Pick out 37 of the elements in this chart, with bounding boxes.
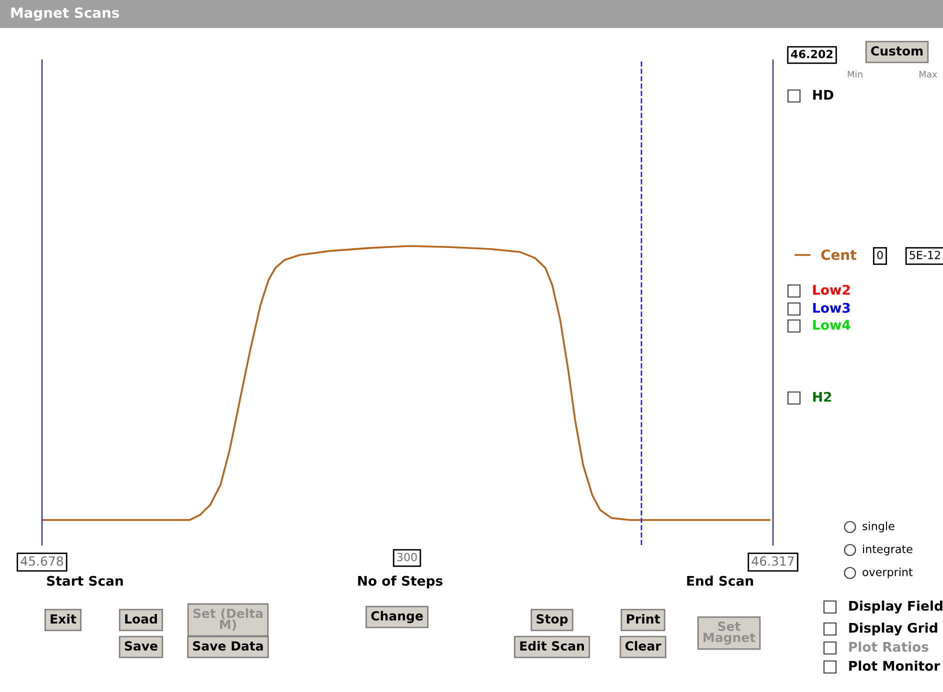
text: Save Data	[193, 641, 263, 651]
text: Min	[848, 70, 862, 78]
text: Start Scan	[47, 576, 123, 586]
x-tick-label: 45.678	[20, 556, 64, 566]
text: Edit Scan	[520, 640, 584, 651]
text: Plot Monitor	[849, 660, 940, 671]
text: 300	[397, 552, 417, 562]
legend-label: Cent	[821, 250, 856, 260]
text: H2	[813, 392, 832, 402]
text: Save	[124, 641, 158, 651]
text: single	[862, 522, 894, 532]
text: HD	[813, 90, 834, 100]
x-tick-label: 46.317	[752, 556, 794, 566]
text: 46.202	[791, 50, 832, 58]
text: Load	[125, 614, 157, 624]
text: Display Grid	[849, 622, 938, 636]
text: overprint	[862, 568, 913, 578]
chart-title: Magnet Scans	[11, 7, 120, 21]
text: Low3	[813, 302, 850, 313]
text: Display Field	[849, 600, 942, 614]
text: Set (Delta M)	[193, 608, 263, 631]
text: 5E-12	[910, 250, 940, 260]
text: Low2	[813, 284, 850, 295]
text: Stop	[536, 614, 568, 626]
text: Change	[371, 610, 423, 624]
text: Low4	[813, 320, 850, 330]
text: 0	[877, 250, 883, 260]
text: Plot Ratios	[849, 642, 928, 652]
text: End Scan	[687, 576, 753, 586]
text: integrate	[863, 544, 912, 556]
text: Custom	[871, 46, 923, 56]
text: Max	[920, 70, 938, 78]
text: Set Magnet	[704, 622, 756, 645]
text: Exit	[50, 614, 76, 624]
text: No of Steps	[358, 576, 442, 588]
text: Clear	[625, 640, 662, 651]
text: Print	[626, 614, 660, 624]
